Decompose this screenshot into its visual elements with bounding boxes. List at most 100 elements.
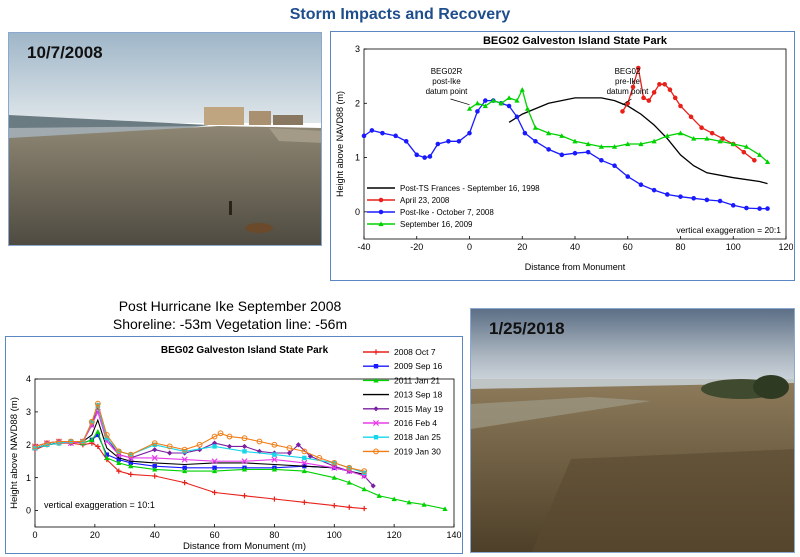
data-point xyxy=(636,65,641,71)
caption-line-1: Post Hurricane Ike September 2008 xyxy=(118,298,342,314)
legend-label: 2013 Sep 18 xyxy=(394,390,442,400)
legend-label: 2009 Sep 16 xyxy=(394,361,442,371)
data-point xyxy=(672,95,678,101)
data-point xyxy=(559,133,565,138)
legend: Post-TS Frances - September 16, 1998 Apri… xyxy=(367,184,540,229)
data-point xyxy=(361,505,367,512)
data-point xyxy=(95,443,101,450)
data-point xyxy=(490,97,496,103)
series-post-ts-frances-september-16-1998 xyxy=(508,97,768,185)
data-point xyxy=(182,449,187,454)
chart-panel-multiyear: BEG02 Galveston Island State Park 0 20 40 60… xyxy=(5,336,463,554)
data-point xyxy=(688,114,694,120)
data-point xyxy=(524,106,531,111)
x-tick-label: 0 xyxy=(467,242,472,252)
data-point xyxy=(104,455,110,461)
photo-date-label: 10/7/2008 xyxy=(27,43,103,62)
page-title: Storm Impacts and Recovery xyxy=(289,6,511,23)
x-tick-label: 120 xyxy=(778,242,793,252)
series-september-16-2009 xyxy=(466,87,771,164)
data-point xyxy=(585,149,591,155)
data-point xyxy=(301,448,308,455)
data-point xyxy=(226,433,233,440)
data-point xyxy=(514,114,520,120)
chart-title: BEG02 Galveston Island State Park xyxy=(161,345,329,356)
data-point xyxy=(211,468,218,474)
caption-line-2: Shoreline: -53m Vegetation line: -56m xyxy=(112,316,348,332)
data-point xyxy=(422,155,427,160)
data-point xyxy=(391,496,397,502)
data-point xyxy=(271,441,278,448)
x-tick-label: 140 xyxy=(446,530,461,540)
series-line xyxy=(34,442,365,510)
legend: 2008 Oct 7 2009 Sep 16 2011 Jan 21 2013 Sep… xyxy=(363,347,443,456)
data-point xyxy=(483,98,488,103)
data-point xyxy=(744,205,749,211)
datum-annotation: BEG02R xyxy=(431,67,463,76)
data-point xyxy=(182,480,188,486)
data-point xyxy=(241,435,248,442)
data-point xyxy=(241,458,248,465)
data-point xyxy=(212,465,217,470)
legend-marker xyxy=(378,221,384,227)
x-tick-label: 60 xyxy=(623,242,633,252)
data-point xyxy=(152,447,158,453)
data-point xyxy=(625,174,631,179)
x-tick-label: -40 xyxy=(357,242,370,252)
data-point xyxy=(241,493,248,499)
data-point xyxy=(346,504,352,510)
data-point xyxy=(116,460,122,465)
data-point xyxy=(152,442,157,447)
legend-label: 2015 May 19 xyxy=(394,404,443,414)
data-point xyxy=(196,441,203,448)
data-point xyxy=(95,432,101,438)
data-point xyxy=(307,453,313,459)
data-point xyxy=(667,87,673,93)
data-point xyxy=(514,97,520,103)
exaggeration-note: vertical exaggeration = 20:1 xyxy=(676,225,781,235)
x-tick-label: 20 xyxy=(517,242,527,252)
data-point xyxy=(414,152,420,158)
series-line xyxy=(34,401,365,472)
data-point xyxy=(752,157,757,163)
data-point xyxy=(641,95,646,101)
data-point xyxy=(730,141,736,147)
data-point xyxy=(128,463,134,469)
data-point xyxy=(704,135,710,141)
data-point xyxy=(757,152,763,157)
datum-annotation: datum point xyxy=(607,87,650,96)
data-point xyxy=(720,136,726,141)
legend-marker xyxy=(373,364,379,369)
data-point xyxy=(456,138,462,144)
x-tick-label: -20 xyxy=(410,242,423,252)
data-point xyxy=(32,445,38,451)
data-point xyxy=(466,106,473,111)
x-axis-label: Distance from Monument xyxy=(525,262,626,272)
data-point xyxy=(376,493,382,498)
x-tick-label: 100 xyxy=(327,530,342,540)
data-point xyxy=(691,195,696,201)
series-line xyxy=(621,67,755,161)
data-point xyxy=(427,154,433,159)
data-point xyxy=(620,109,625,114)
data-point xyxy=(598,144,604,149)
legend-label: 2019 Jan 30 xyxy=(394,446,441,456)
legend-label: April 23, 2008 xyxy=(400,196,450,205)
legend-marker xyxy=(373,448,379,455)
y-tick-label: 3 xyxy=(26,407,31,417)
data-point xyxy=(546,147,551,152)
x-tick-label: 60 xyxy=(210,530,220,540)
legend-label: 2018 Jan 25 xyxy=(394,432,441,442)
chart-panel-2008: BEG02 Galveston Island State Park -40 -20 0… xyxy=(330,31,795,281)
data-point xyxy=(301,499,307,505)
legend-marker xyxy=(372,419,380,427)
photo-dunes-2018: 1/25/2018 xyxy=(470,308,795,553)
data-point xyxy=(152,463,157,469)
data-point xyxy=(181,446,188,453)
data-point xyxy=(271,456,278,463)
data-point xyxy=(302,455,307,461)
data-point xyxy=(212,444,217,449)
beach-photo-image xyxy=(9,33,321,245)
legend-label: 2008 Oct 7 xyxy=(394,347,436,357)
data-point xyxy=(301,459,308,466)
